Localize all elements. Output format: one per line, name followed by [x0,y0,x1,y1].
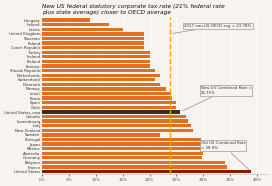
Bar [42,156,202,159]
Bar [42,106,177,109]
Bar [42,87,166,91]
Bar [42,110,180,114]
Bar [42,165,227,169]
Text: New US Combined Rate =
25.75%: New US Combined Rate = 25.75% [183,86,252,111]
Bar [42,37,144,40]
Bar [42,97,172,100]
Bar [42,129,193,132]
Bar [42,73,160,77]
Bar [42,28,123,31]
Text: Old US Combined Rate
= 38.9%: Old US Combined Rate = 38.9% [201,141,249,170]
Text: New US federal statutory corporate tax rate (21% federal rate
plus state average: New US federal statutory corporate tax r… [42,4,225,15]
Bar [42,69,155,72]
Bar [42,142,206,146]
Bar [42,55,150,58]
Bar [42,119,188,123]
Bar [42,161,225,164]
Bar [42,152,203,155]
Bar [42,23,109,26]
Bar [42,138,201,141]
Bar [42,133,160,137]
Bar [42,51,150,54]
Bar [42,83,160,86]
Bar [42,32,144,36]
Text: 2017 non-US OECD avg = 23.78%: 2017 non-US OECD avg = 23.78% [172,24,252,33]
Bar [42,41,144,45]
Bar [42,78,155,81]
Bar [42,147,203,150]
Bar [42,64,150,68]
Bar [42,92,171,95]
Bar [42,170,251,173]
Bar [42,124,191,127]
Bar [42,115,186,118]
Bar [42,18,90,22]
Bar [42,101,177,104]
Bar [42,46,144,49]
Bar [42,60,150,63]
